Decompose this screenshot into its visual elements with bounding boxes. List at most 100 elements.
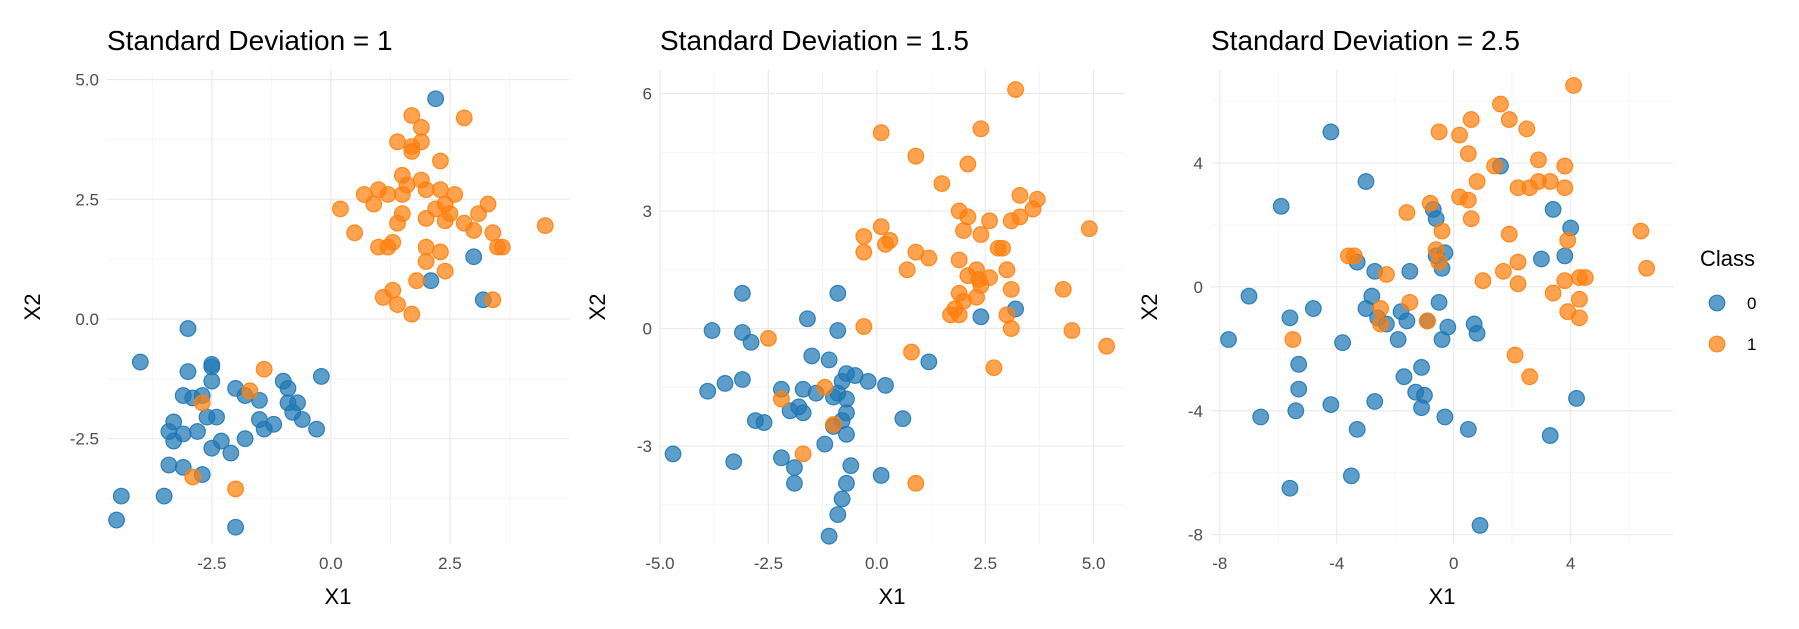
data-point-class-1: [379, 186, 397, 203]
data-point-class-1: [1430, 253, 1448, 271]
data-point-class-0: [1287, 402, 1305, 420]
x-tick-label: -2.5: [197, 554, 226, 573]
data-point-class-0: [877, 376, 894, 394]
data-point-class-0: [1433, 331, 1451, 348]
y-tick-label: 3: [643, 202, 652, 221]
data-point-class-1: [855, 243, 873, 261]
data-point-class-1: [417, 181, 435, 199]
data-point-class-1: [1345, 247, 1363, 265]
data-point-class-0: [179, 320, 197, 337]
data-point-class-0: [1398, 312, 1416, 330]
data-point-class-1: [855, 318, 873, 335]
data-point-class-1: [455, 109, 473, 127]
y-tick-label: 6: [643, 85, 652, 104]
legend-title: Class: [1700, 246, 1755, 271]
legend-key-1: [1708, 335, 1726, 353]
data-point-class-0: [1430, 293, 1448, 311]
data-point-class-0: [920, 353, 938, 371]
data-point-class-0: [1436, 408, 1454, 426]
data-point-class-1: [1509, 253, 1527, 271]
data-point-class-1: [379, 238, 397, 256]
data-point-class-1: [1486, 157, 1504, 175]
data-point-class-1: [1556, 157, 1574, 175]
data-point-class-1: [1506, 346, 1524, 364]
data-point-class-0: [1366, 393, 1384, 410]
data-point-class-1: [432, 181, 449, 199]
x-axis-title: X1: [1429, 584, 1456, 609]
data-point-class-0: [1304, 300, 1322, 317]
data-point-class-0: [203, 358, 221, 376]
data-point-class-1: [898, 261, 916, 279]
data-point-class-1: [1518, 120, 1536, 138]
y-tick-label: 4: [1194, 154, 1203, 173]
data-point-class-0: [842, 457, 860, 475]
panel-title: Standard Deviation = 1.5: [660, 25, 969, 56]
data-point-class-0: [255, 420, 273, 438]
data-point-class-0: [1568, 389, 1585, 407]
data-point-class-0: [1290, 380, 1308, 398]
y-tick-label: -8: [1188, 526, 1203, 545]
data-point-class-0: [1389, 331, 1407, 348]
data-point-class-0: [427, 90, 445, 108]
x-tick-label: -2.5: [754, 554, 783, 573]
data-point-class-1: [1500, 111, 1518, 128]
data-point-class-0: [699, 382, 717, 400]
data-point-class-0: [755, 414, 773, 431]
data-point-class-1: [985, 359, 1003, 377]
data-point-class-0: [222, 444, 240, 462]
data-point-class-1: [1521, 179, 1539, 197]
data-point-class-0: [1459, 420, 1477, 438]
data-point-class-1: [816, 378, 834, 396]
data-point-class-1: [417, 210, 435, 227]
data-point-class-1: [1418, 312, 1436, 330]
data-point-class-0: [820, 351, 838, 369]
data-point-class-0: [799, 310, 816, 328]
data-point-class-1: [1492, 95, 1509, 113]
data-point-class-1: [903, 343, 920, 361]
x-tick-label: -8: [1212, 554, 1227, 573]
data-point-class-1: [794, 445, 812, 463]
data-point-class-1: [536, 217, 554, 235]
data-point-class-0: [203, 372, 221, 390]
x-tick-label: 0.0: [319, 554, 343, 573]
data-point-class-1: [920, 249, 938, 267]
data-point-class-1: [1002, 280, 1020, 298]
data-point-class-0: [833, 490, 851, 508]
data-point-class-1: [1451, 126, 1468, 144]
data-point-class-1: [484, 291, 502, 309]
data-point-class-1: [432, 152, 449, 170]
data-point-class-1: [1571, 309, 1588, 327]
data-point-class-0: [1334, 334, 1351, 352]
data-point-class-0: [112, 487, 130, 505]
data-point-class-0: [1342, 467, 1360, 485]
data-point-class-0: [1533, 250, 1550, 268]
data-point-class-1: [417, 253, 435, 270]
data-point-class-0: [279, 379, 297, 397]
data-point-class-0: [829, 284, 847, 302]
x-axis-title: X1: [325, 584, 352, 609]
data-point-class-1: [998, 261, 1016, 279]
y-tick-label: -4: [1188, 402, 1203, 421]
data-point-class-1: [403, 107, 421, 124]
data-point-class-1: [1372, 315, 1389, 333]
data-point-class-1: [1378, 266, 1395, 283]
data-point-class-0: [227, 518, 244, 536]
y-tick-label: 0.0: [75, 310, 99, 329]
y-tick-label: -3: [637, 437, 652, 456]
data-point-class-0: [131, 353, 149, 371]
data-point-class-1: [1024, 200, 1042, 218]
data-point-class-1: [1011, 186, 1029, 204]
data-point-class-1: [950, 306, 968, 324]
x-tick-label: -5.0: [645, 554, 674, 573]
data-point-class-1: [877, 235, 894, 253]
data-point-class-1: [1433, 222, 1451, 240]
data-point-class-1: [760, 329, 777, 347]
data-point-class-1: [465, 221, 483, 239]
data-point-class-0: [1471, 517, 1489, 534]
data-point-class-1: [972, 120, 990, 138]
panel-title: Standard Deviation = 1: [107, 25, 393, 56]
data-point-class-1: [403, 305, 421, 323]
data-point-class-0: [208, 408, 225, 426]
data-point-class-1: [227, 480, 244, 498]
data-point-class-1: [1559, 231, 1577, 249]
